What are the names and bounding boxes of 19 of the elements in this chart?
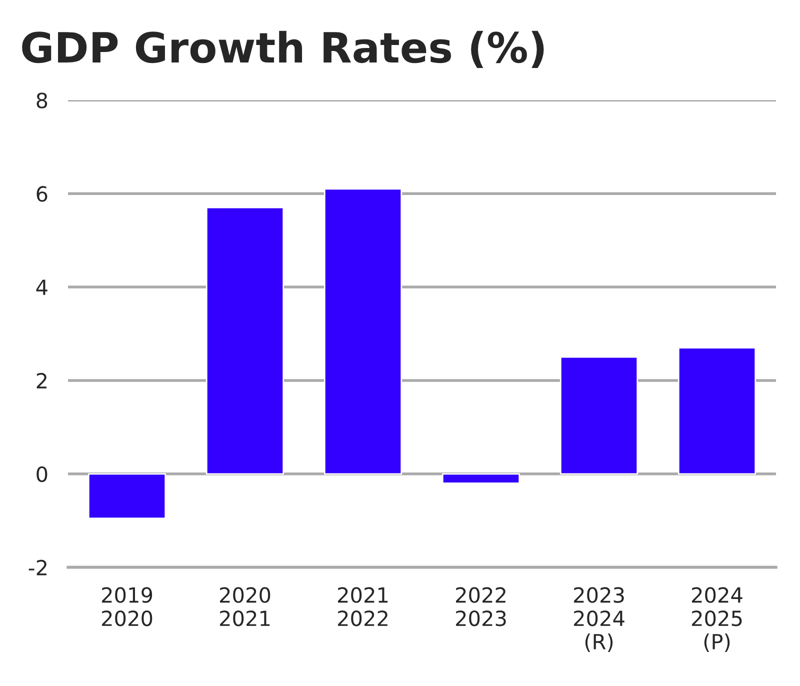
y-tick-label: -2 [28,560,46,576]
x-tick-label: 2024 2025 (P) [692,587,742,652]
y-tick-label: 2 [36,372,46,388]
chart-title: GDP Growth Rates (%) [22,30,544,68]
y-tick-label: 0 [36,466,48,482]
x-tick-label: 2022 2023 [456,587,506,626]
bar [206,206,284,475]
x-tick-label: 2019 2020 [102,587,152,626]
bar [88,473,166,519]
x-tick-label: 2021 2022 [338,587,388,626]
bar [678,347,756,475]
y-tick-label: 6 [36,186,48,202]
bar [442,473,520,484]
x-tick-label: 2023 2024 (R) [574,587,624,652]
y-tick-label: 4 [36,280,48,295]
bar [324,188,402,475]
y-tick-label: 8 [36,92,48,108]
bar [560,356,638,475]
x-tick-label: 2020 2021 [220,587,270,626]
